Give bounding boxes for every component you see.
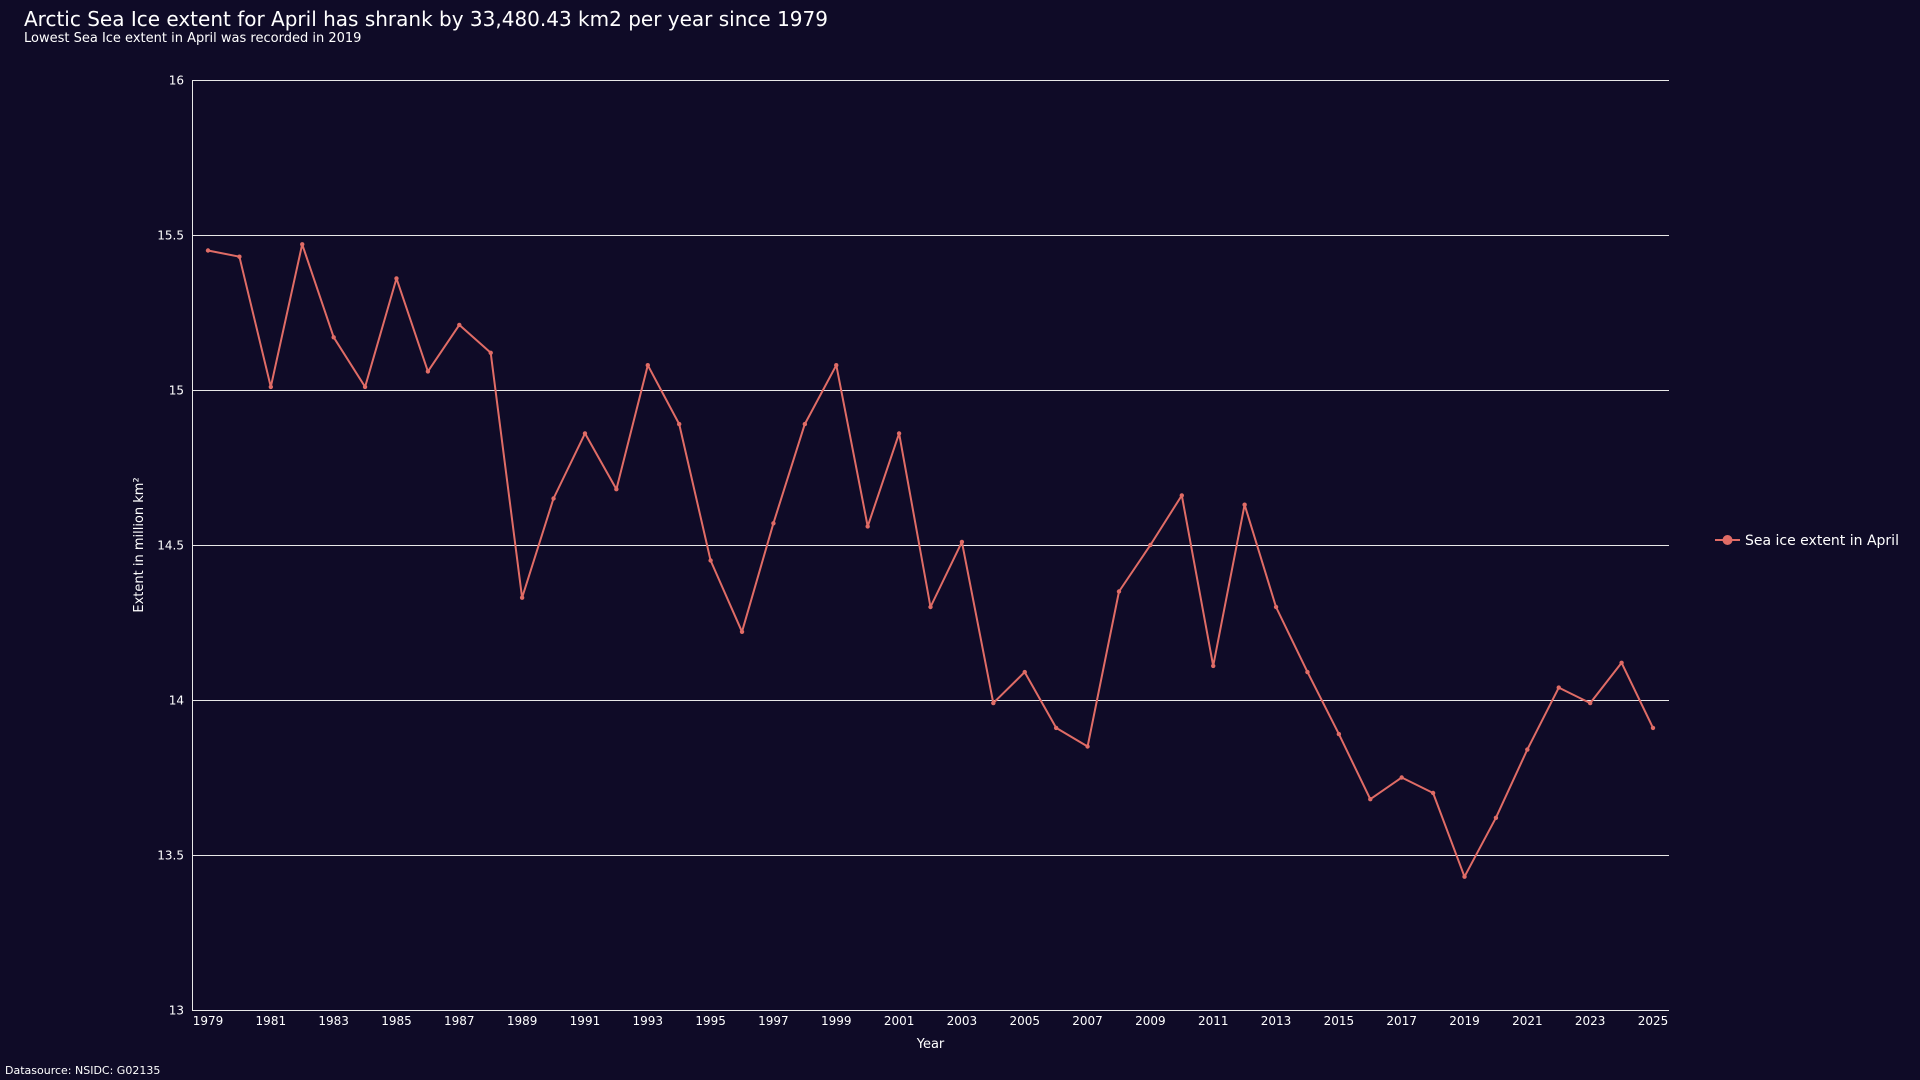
- data-point[interactable]: [1430, 790, 1436, 796]
- data-point[interactable]: [802, 421, 808, 427]
- x-tick-label: 1987: [444, 1014, 475, 1028]
- data-point[interactable]: [237, 254, 242, 259]
- data-point[interactable]: [1368, 797, 1373, 802]
- y-tick-label: 13: [169, 1004, 184, 1018]
- data-point[interactable]: [394, 276, 399, 281]
- x-tick-label: 1993: [633, 1014, 664, 1028]
- data-point[interactable]: [1053, 725, 1059, 731]
- data-point[interactable]: [1022, 669, 1027, 675]
- x-tick-label: 2001: [884, 1014, 915, 1028]
- data-point[interactable]: [1085, 744, 1090, 749]
- data-point[interactable]: [708, 558, 713, 563]
- x-tick-label: 1995: [695, 1014, 726, 1028]
- data-point[interactable]: [1179, 493, 1185, 498]
- data-point[interactable]: [1211, 663, 1216, 669]
- data-point[interactable]: [268, 384, 274, 390]
- y-tick-label: 16: [169, 74, 184, 88]
- y-tick-label: 14: [169, 694, 184, 708]
- data-point[interactable]: [1462, 874, 1467, 879]
- data-point[interactable]: [739, 629, 745, 634]
- legend-label: Sea ice extent in April: [1745, 533, 1899, 549]
- data-point[interactable]: [645, 363, 650, 368]
- x-tick-label: 1981: [256, 1014, 287, 1028]
- legend-marker-icon: [1722, 535, 1733, 545]
- x-tick-label: 2003: [947, 1014, 978, 1028]
- data-point[interactable]: [1242, 502, 1247, 507]
- data-point[interactable]: [425, 369, 431, 374]
- x-tick-label: 2023: [1575, 1014, 1606, 1028]
- data-point[interactable]: [488, 350, 493, 355]
- chart-title: Arctic Sea Ice extent for April has shra…: [24, 7, 828, 31]
- x-tick-label: 1985: [381, 1014, 412, 1028]
- data-point[interactable]: [959, 539, 965, 545]
- data-point[interactable]: [1650, 725, 1656, 731]
- data-point[interactable]: [1305, 669, 1310, 675]
- data-point[interactable]: [362, 384, 368, 390]
- data-point[interactable]: [865, 524, 870, 529]
- data-point[interactable]: [1587, 700, 1593, 706]
- x-tick-label: 1997: [758, 1014, 789, 1028]
- data-point[interactable]: [991, 700, 996, 706]
- x-tick-labels: 1979 1981 1983 1985 1987 1989 1991 1993 1995 1997…: [193, 1014, 1669, 1028]
- chart-subtitle: Lowest Sea Ice extent in April was recor…: [24, 31, 362, 46]
- y-axis-label: Extent in million km²: [132, 477, 147, 612]
- x-tick-label: 1979: [193, 1014, 224, 1028]
- y-tick-label: 15: [169, 384, 184, 398]
- series-line: [207, 243, 1654, 878]
- x-tick-label: 2005: [1009, 1014, 1040, 1028]
- series-layer: [205, 242, 1656, 879]
- data-point[interactable]: [1273, 604, 1279, 610]
- data-point[interactable]: [1336, 731, 1342, 737]
- y-tick-label: 14.5: [157, 539, 184, 553]
- data-point[interactable]: [614, 487, 619, 492]
- datasource-note: Datasource: NSIDC: G02135: [5, 1064, 161, 1077]
- x-axis-label: Year: [916, 1037, 945, 1052]
- data-point[interactable]: [896, 431, 902, 436]
- x-tick-label: 2013: [1261, 1014, 1292, 1028]
- y-tick-labels: 13 13.5 14 14.5 15 15.5 16: [157, 74, 184, 1018]
- data-point[interactable]: [1399, 775, 1404, 780]
- data-point[interactable]: [1619, 660, 1624, 665]
- data-point[interactable]: [300, 242, 305, 247]
- x-tick-label: 2025: [1638, 1014, 1669, 1028]
- data-point[interactable]: [331, 335, 336, 340]
- x-tick-label: 2019: [1449, 1014, 1480, 1028]
- data-point[interactable]: [1556, 685, 1561, 690]
- x-tick-label: 1991: [570, 1014, 601, 1028]
- x-tick-label: 2011: [1198, 1014, 1229, 1028]
- x-tick-label: 2007: [1072, 1014, 1103, 1028]
- data-point[interactable]: [1493, 815, 1499, 820]
- y-tick-label: 13.5: [157, 849, 184, 863]
- data-point[interactable]: [1116, 589, 1122, 594]
- legend[interactable]: Sea ice extent in April: [1715, 533, 1899, 549]
- gridlines: [192, 80, 1669, 1011]
- data-point[interactable]: [1148, 542, 1153, 548]
- data-point[interactable]: [771, 521, 776, 526]
- data-point[interactable]: [676, 421, 682, 427]
- x-tick-label: 1983: [318, 1014, 349, 1028]
- data-point[interactable]: [551, 496, 556, 501]
- data-point[interactable]: [457, 322, 462, 328]
- data-point[interactable]: [519, 595, 525, 600]
- x-tick-label: 2009: [1135, 1014, 1166, 1028]
- data-point[interactable]: [834, 363, 839, 368]
- x-tick-label: 1999: [821, 1014, 852, 1028]
- x-tick-label: 1989: [507, 1014, 538, 1028]
- y-tick-label: 15.5: [157, 229, 184, 243]
- data-point[interactable]: [1525, 747, 1530, 752]
- data-point[interactable]: [205, 248, 211, 253]
- x-tick-label: 2015: [1324, 1014, 1355, 1028]
- data-point[interactable]: [928, 604, 933, 610]
- x-tick-label: 2021: [1512, 1014, 1543, 1028]
- data-point[interactable]: [582, 431, 588, 436]
- x-tick-label: 2017: [1386, 1014, 1417, 1028]
